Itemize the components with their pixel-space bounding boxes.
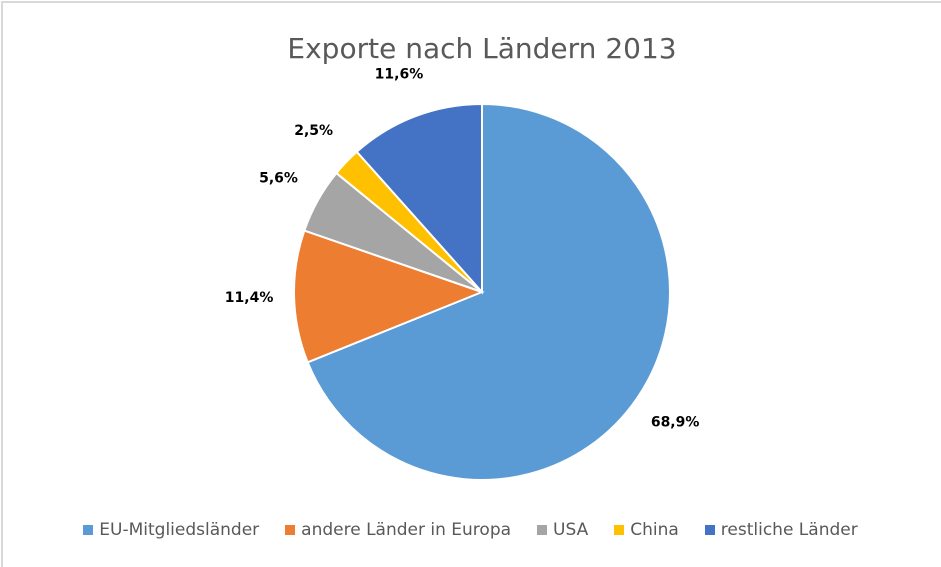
data-label: 68,9% [651, 414, 700, 430]
legend-item: EU-Mitgliedsländer [83, 520, 259, 540]
legend-swatch [614, 525, 625, 535]
pie-slice [355, 102, 483, 295]
legend-label: EU-Mitgliedsländer [99, 520, 260, 540]
legend-item: restliche Länder [704, 520, 858, 540]
legend-label: andere Länder in Europa [301, 520, 512, 540]
data-label: 2,5% [294, 123, 333, 139]
pie-slice [293, 229, 485, 364]
legend-label: restliche Länder [720, 520, 858, 540]
legend-item: China [614, 520, 679, 540]
legend-swatch [537, 525, 548, 535]
legend-swatch [83, 525, 94, 535]
data-label: 5,6% [259, 170, 298, 186]
legend-item: USA [537, 520, 588, 540]
legend-label: China [630, 520, 679, 540]
pie-slice [306, 102, 671, 481]
data-label: 11,4% [225, 290, 274, 306]
chart-title: Exporte nach Ländern 2013 [287, 32, 676, 65]
legend-label: USA [553, 520, 589, 540]
legend-swatch [704, 525, 715, 535]
legend-swatch [285, 525, 296, 535]
legend-item: andere Länder in Europa [285, 520, 511, 540]
legend: EU-Mitgliedsländer andere Länder in Europ… [0, 520, 941, 540]
data-label: 11,6% [375, 66, 424, 82]
